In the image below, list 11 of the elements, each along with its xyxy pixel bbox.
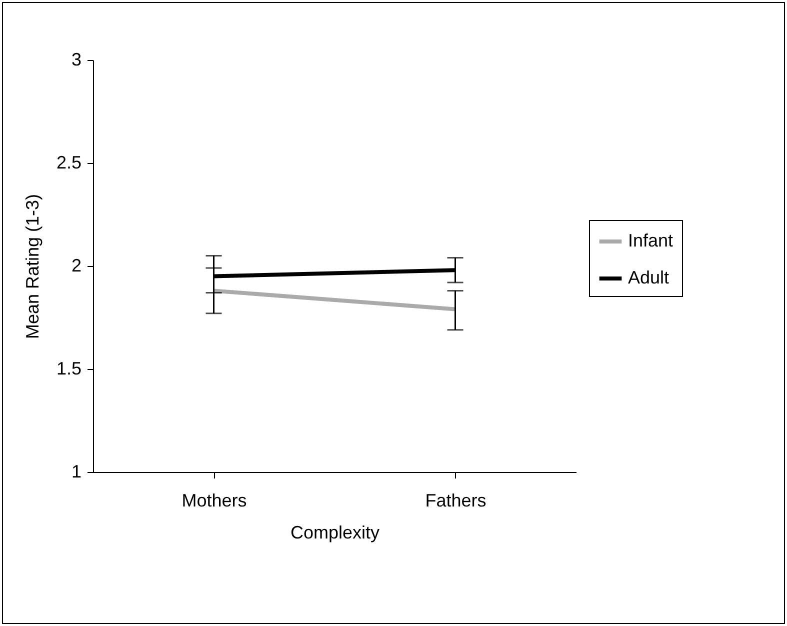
y-tick-label: 2.5	[56, 152, 82, 172]
y-tick-label: 1	[71, 462, 82, 482]
y-tick-label: 2	[71, 256, 82, 276]
y-tick-label: 3	[71, 50, 82, 70]
y-tick-label: 1.5	[56, 358, 82, 378]
legend-label: Adult	[628, 268, 670, 288]
x-tick-label: Mothers	[182, 490, 247, 510]
x-axis-title: Complexity	[290, 522, 380, 542]
legend-label: Infant	[628, 230, 674, 250]
y-axis-title: Mean Rating (1-3)	[22, 194, 42, 340]
x-tick-label: Fathers	[425, 490, 486, 510]
